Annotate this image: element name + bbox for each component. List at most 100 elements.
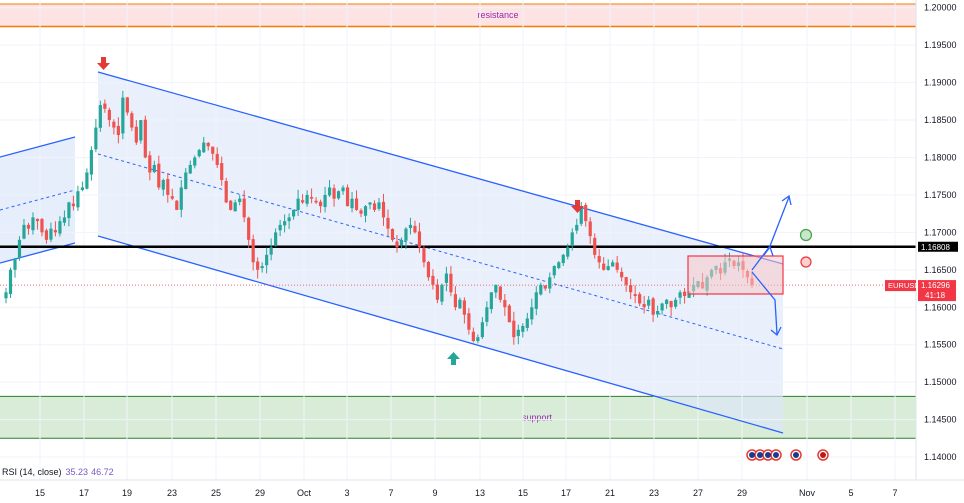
candle-body — [566, 247, 570, 257]
candle-body — [525, 318, 529, 328]
candle-body — [71, 203, 76, 207]
candle-body — [40, 219, 44, 233]
candle-body — [638, 294, 642, 304]
support-label: support — [522, 412, 553, 422]
candle-body — [368, 202, 372, 205]
candle-body — [94, 127, 98, 150]
channel-lower-line[interactable] — [97, 235, 784, 434]
candle-body — [611, 262, 615, 267]
candle-body — [188, 164, 192, 174]
resistance-zone — [0, 4, 916, 27]
candle-body — [615, 262, 619, 270]
candle-body — [161, 179, 165, 190]
candle-body — [408, 224, 413, 229]
time-tick-label: 27 — [693, 488, 703, 498]
candle-body — [678, 292, 682, 298]
candle-body — [404, 228, 408, 241]
candle-body — [597, 256, 601, 263]
candle-body — [134, 126, 138, 143]
candle-body — [89, 150, 93, 175]
time-tick-label: 19 — [122, 488, 132, 498]
candle-body — [296, 198, 300, 211]
candle-body — [669, 300, 673, 308]
candle-body — [283, 221, 287, 226]
candle-body — [44, 230, 49, 240]
time-tick-label: 15 — [518, 488, 528, 498]
candles — [4, 90, 754, 345]
candle-body — [471, 331, 475, 341]
key-level-value: 1.16808 — [921, 243, 950, 252]
price-tick-label: 1.20000 — [924, 3, 957, 13]
candle-body — [620, 271, 624, 278]
candle-body — [22, 224, 26, 239]
candle-body — [557, 262, 561, 268]
price-tick-label: 1.18000 — [924, 152, 957, 162]
candle-body — [552, 266, 556, 276]
candle-body — [503, 300, 507, 308]
candle-body — [606, 266, 610, 271]
time-tick-label: 17 — [561, 488, 571, 498]
candle-body — [4, 292, 8, 299]
candle-body — [274, 232, 278, 246]
key-level-tag — [918, 241, 958, 252]
price-tick-label: 1.17000 — [924, 227, 957, 237]
candle-body — [530, 307, 534, 320]
candle-body — [148, 155, 152, 173]
candle-body — [139, 120, 143, 141]
candle-body — [444, 273, 449, 283]
candle-body — [62, 217, 67, 223]
candle-body — [494, 284, 498, 293]
symbol-name: EURUSD — [888, 281, 920, 290]
rsi-indicator-label[interactable]: RSI (14, close) 35.23 46.72 — [2, 467, 114, 477]
candle-body — [80, 187, 84, 191]
candle-body — [665, 299, 669, 305]
candle-body — [332, 188, 336, 199]
time-tick-label: Oct — [297, 488, 312, 498]
time-tick-label: 29 — [737, 488, 747, 498]
candle-body — [363, 206, 368, 216]
small-up-arrowhead — [763, 245, 774, 257]
candle-body — [399, 239, 404, 246]
flag-icons — [749, 452, 826, 458]
candle-body — [202, 142, 206, 153]
candle-body — [633, 294, 637, 297]
candle-body — [656, 310, 660, 315]
candle-body — [76, 191, 80, 208]
price-tick-label: 1.15000 — [924, 377, 957, 387]
price-tick-label: 1.19000 — [924, 78, 957, 88]
time-tick-label: 9 — [432, 488, 437, 498]
candle-body — [49, 228, 53, 240]
consolidation-box[interactable] — [687, 255, 784, 295]
rsi-value-2: 46.72 — [91, 467, 114, 477]
candle-body — [354, 198, 359, 210]
last-price-tag — [918, 280, 956, 302]
candle-body — [336, 191, 341, 199]
candle-body — [197, 150, 201, 157]
candle-body — [512, 320, 516, 338]
candle-body — [674, 299, 678, 307]
candle-body — [516, 329, 520, 337]
candle-body — [624, 277, 628, 285]
candle-body — [67, 202, 71, 219]
candle-body — [548, 277, 552, 289]
candle-body — [220, 163, 224, 180]
candle-body — [301, 200, 305, 203]
time-tick-label: 21 — [605, 488, 615, 498]
prior-channel-mid-line — [0, 189, 76, 211]
candle-body — [507, 305, 511, 323]
candle-body — [179, 187, 183, 210]
candle-body — [575, 224, 579, 231]
up-arrow-marker — [447, 352, 460, 365]
candle-body — [112, 121, 116, 128]
candle-body — [651, 298, 655, 315]
candle-body — [561, 254, 565, 264]
countdown-value: 41:18 — [925, 291, 946, 300]
price-tick-label: 1.14000 — [924, 452, 957, 462]
candle-body — [440, 284, 444, 302]
price-tick-label: 1.15500 — [924, 340, 957, 350]
candle-body — [350, 198, 354, 209]
channel-upper-line[interactable] — [97, 71, 784, 265]
candle-body — [233, 202, 237, 212]
candle-body — [265, 254, 269, 266]
